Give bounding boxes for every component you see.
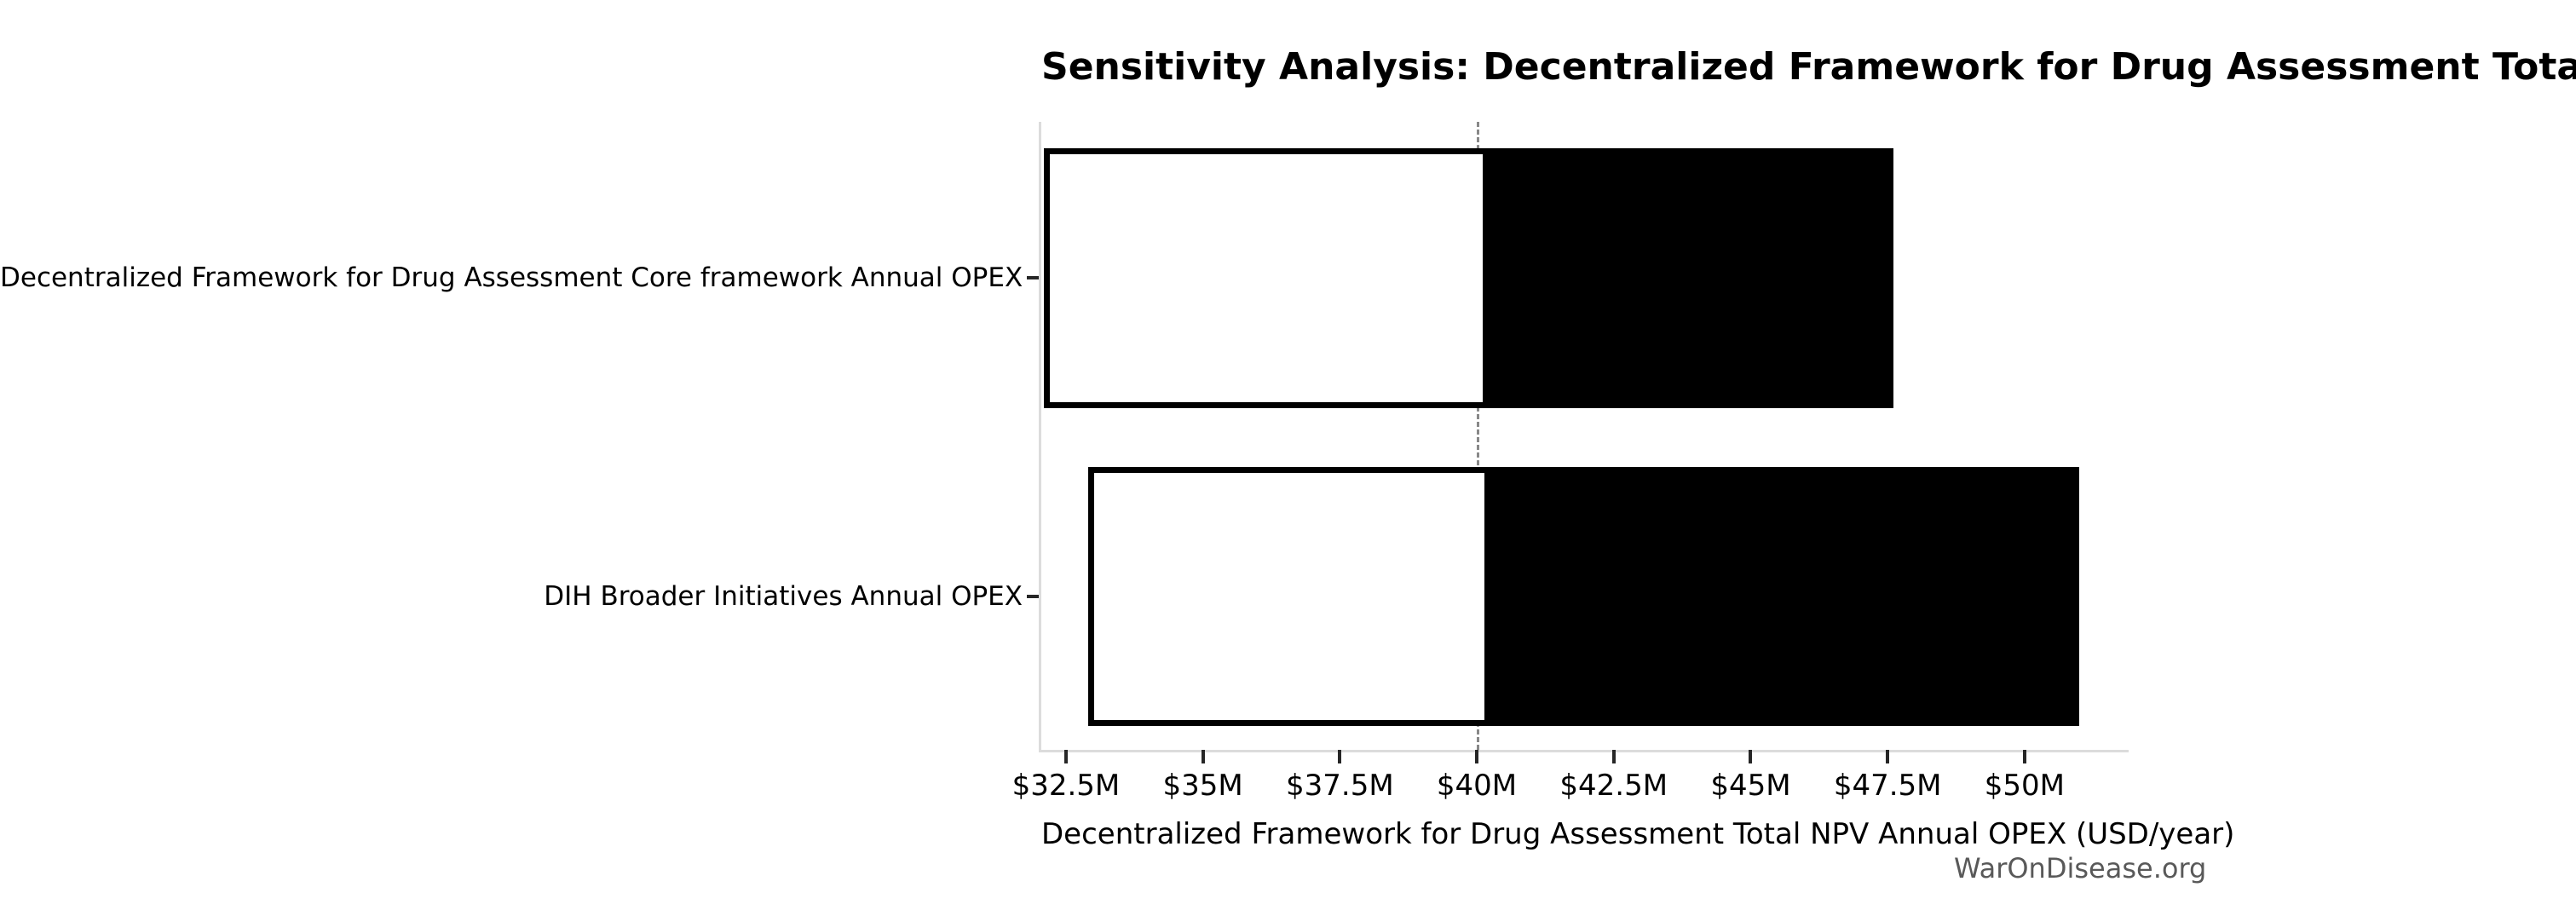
x-tick-label: $35M [1162,769,1243,803]
x-tick-mark [1611,750,1616,763]
x-tick-label: $40M [1436,769,1518,803]
tornado-bar-core-framework-low-segment [1044,148,1893,408]
y-axis-label-core-framework: Decentralized Framework for Drug Assessm… [0,262,1023,293]
x-tick-label: $45M [1710,769,1791,803]
x-tick-mark [2022,750,2026,763]
x-axis-ticks: $32.5M $35M $37.5M $40M $42.5M $45M $47.5M $50M [1012,750,2129,852]
y-tick-mark [1027,276,1041,279]
chart-title: Sensitivity Analysis: Decentralized Fram… [1041,45,2576,89]
x-tick-label: $37.5M [1285,769,1394,803]
x-tick-mark [1338,750,1342,763]
x-tick-mark [1749,750,1753,763]
tornado-bar-core-framework-high-segment [1482,148,1893,408]
x-tick-label: $47.5M [1833,769,1942,803]
y-tick-mark [1027,595,1041,598]
x-tick-label: $50M [1984,769,2065,803]
baseline-dashed-line [1477,122,1480,750]
plot-area: $32.5M $35M $37.5M $40M $42.5M $45M $47.5M $50M [1012,122,2129,802]
x-tick-label: $32.5M [1011,769,1121,803]
bar-row-dih-broader [1041,467,2129,726]
x-axis-title: Decentralized Framework for Drug Assessm… [1041,817,2235,851]
x-tick-mark [1475,750,1479,763]
x-tick-label: $42.5M [1559,769,1668,803]
tornado-bar-dih-broader-low-segment [1087,467,2080,726]
watermark: WarOnDisease.org [1954,852,2207,884]
x-tick-mark [1063,750,1068,763]
x-tick-mark [1886,750,1890,763]
bar-row-core-framework [1041,148,2129,408]
tornado-bar-dih-broader-high-segment [1484,467,2080,726]
x-tick-mark [1201,750,1205,763]
y-axis-label-dih-broader: DIH Broader Initiatives Annual OPEX [544,581,1023,612]
